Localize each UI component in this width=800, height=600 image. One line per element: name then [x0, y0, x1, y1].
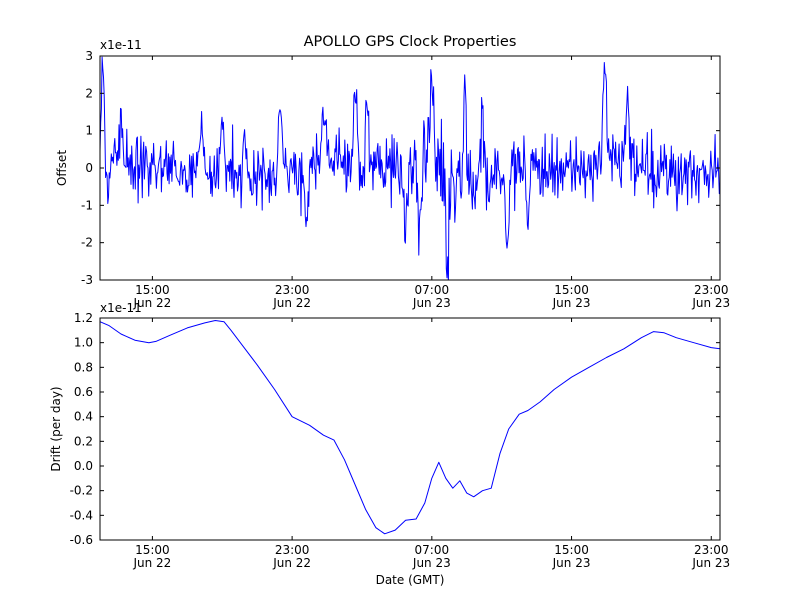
x-tick-label-time: 15:00 — [135, 283, 170, 297]
x-tick-label-time: 23:00 — [694, 283, 729, 297]
x-tick-label-date: Jun 22 — [272, 296, 311, 310]
y-tick-label: 0 — [85, 161, 93, 175]
x-tick-label-time: 15:00 — [554, 283, 589, 297]
y-tick-label: -1 — [81, 198, 93, 212]
offset-y-axis-label: Offset — [55, 150, 69, 186]
x-tick-label-date: Jun 23 — [691, 556, 730, 570]
x-tick-label-date: Jun 23 — [691, 296, 730, 310]
x-tick-label-date: Jun 23 — [552, 556, 591, 570]
y-tick-label: 0.6 — [74, 385, 93, 399]
y-tick-label: 0.0 — [74, 459, 93, 473]
x-tick-label-time: 23:00 — [694, 543, 729, 557]
y-tick-label: -0.6 — [70, 533, 93, 547]
y-tick-label: 0.4 — [74, 410, 93, 424]
x-tick-label-date: Jun 22 — [132, 556, 171, 570]
x-tick-label-time: 07:00 — [415, 283, 450, 297]
x-tick-label-time: 15:00 — [135, 543, 170, 557]
x-tick-label-date: Jun 23 — [552, 296, 591, 310]
x-tick-label-date: Jun 23 — [412, 296, 451, 310]
y-tick-label: -3 — [81, 273, 93, 287]
x-tick-label-time: 23:00 — [275, 543, 310, 557]
y-tick-label: 1 — [85, 124, 93, 138]
figure-title: APOLLO GPS Clock Properties — [304, 34, 517, 50]
y-tick-label: 2 — [85, 86, 93, 100]
offset-scale-label: x1e-11 — [100, 38, 142, 52]
y-tick-label: -0.4 — [70, 508, 93, 522]
axes-frame — [99, 317, 721, 541]
offset-vs-time-series-line — [100, 56, 720, 280]
x-tick-label-date: Jun 22 — [132, 296, 171, 310]
x-tick-label-time: 15:00 — [554, 543, 589, 557]
y-tick-label: 1.0 — [74, 336, 93, 350]
drift-y-axis-label: Drift (per day) — [49, 386, 63, 471]
y-tick-label: -2 — [81, 236, 93, 250]
y-tick-label: 0.2 — [74, 434, 93, 448]
x-tick-label-date: Jun 23 — [412, 556, 451, 570]
drift-scale-label: x1e-11 — [100, 301, 142, 315]
x-tick-label-time: 23:00 — [275, 283, 310, 297]
y-tick-label: 3 — [85, 49, 93, 63]
y-tick-label: 1.2 — [74, 311, 93, 325]
y-tick-label: 0.8 — [74, 360, 93, 374]
drift-vs-time-series-line — [100, 320, 720, 535]
x-tick-label-time: 07:00 — [415, 543, 450, 557]
y-tick-label: -0.2 — [70, 484, 93, 498]
label-layer: APOLLO GPS Clock Properties x1e-11 Offse… — [49, 34, 516, 587]
x-axis-label: Date (GMT) — [376, 573, 445, 587]
x-tick-label-date: Jun 22 — [272, 556, 311, 570]
